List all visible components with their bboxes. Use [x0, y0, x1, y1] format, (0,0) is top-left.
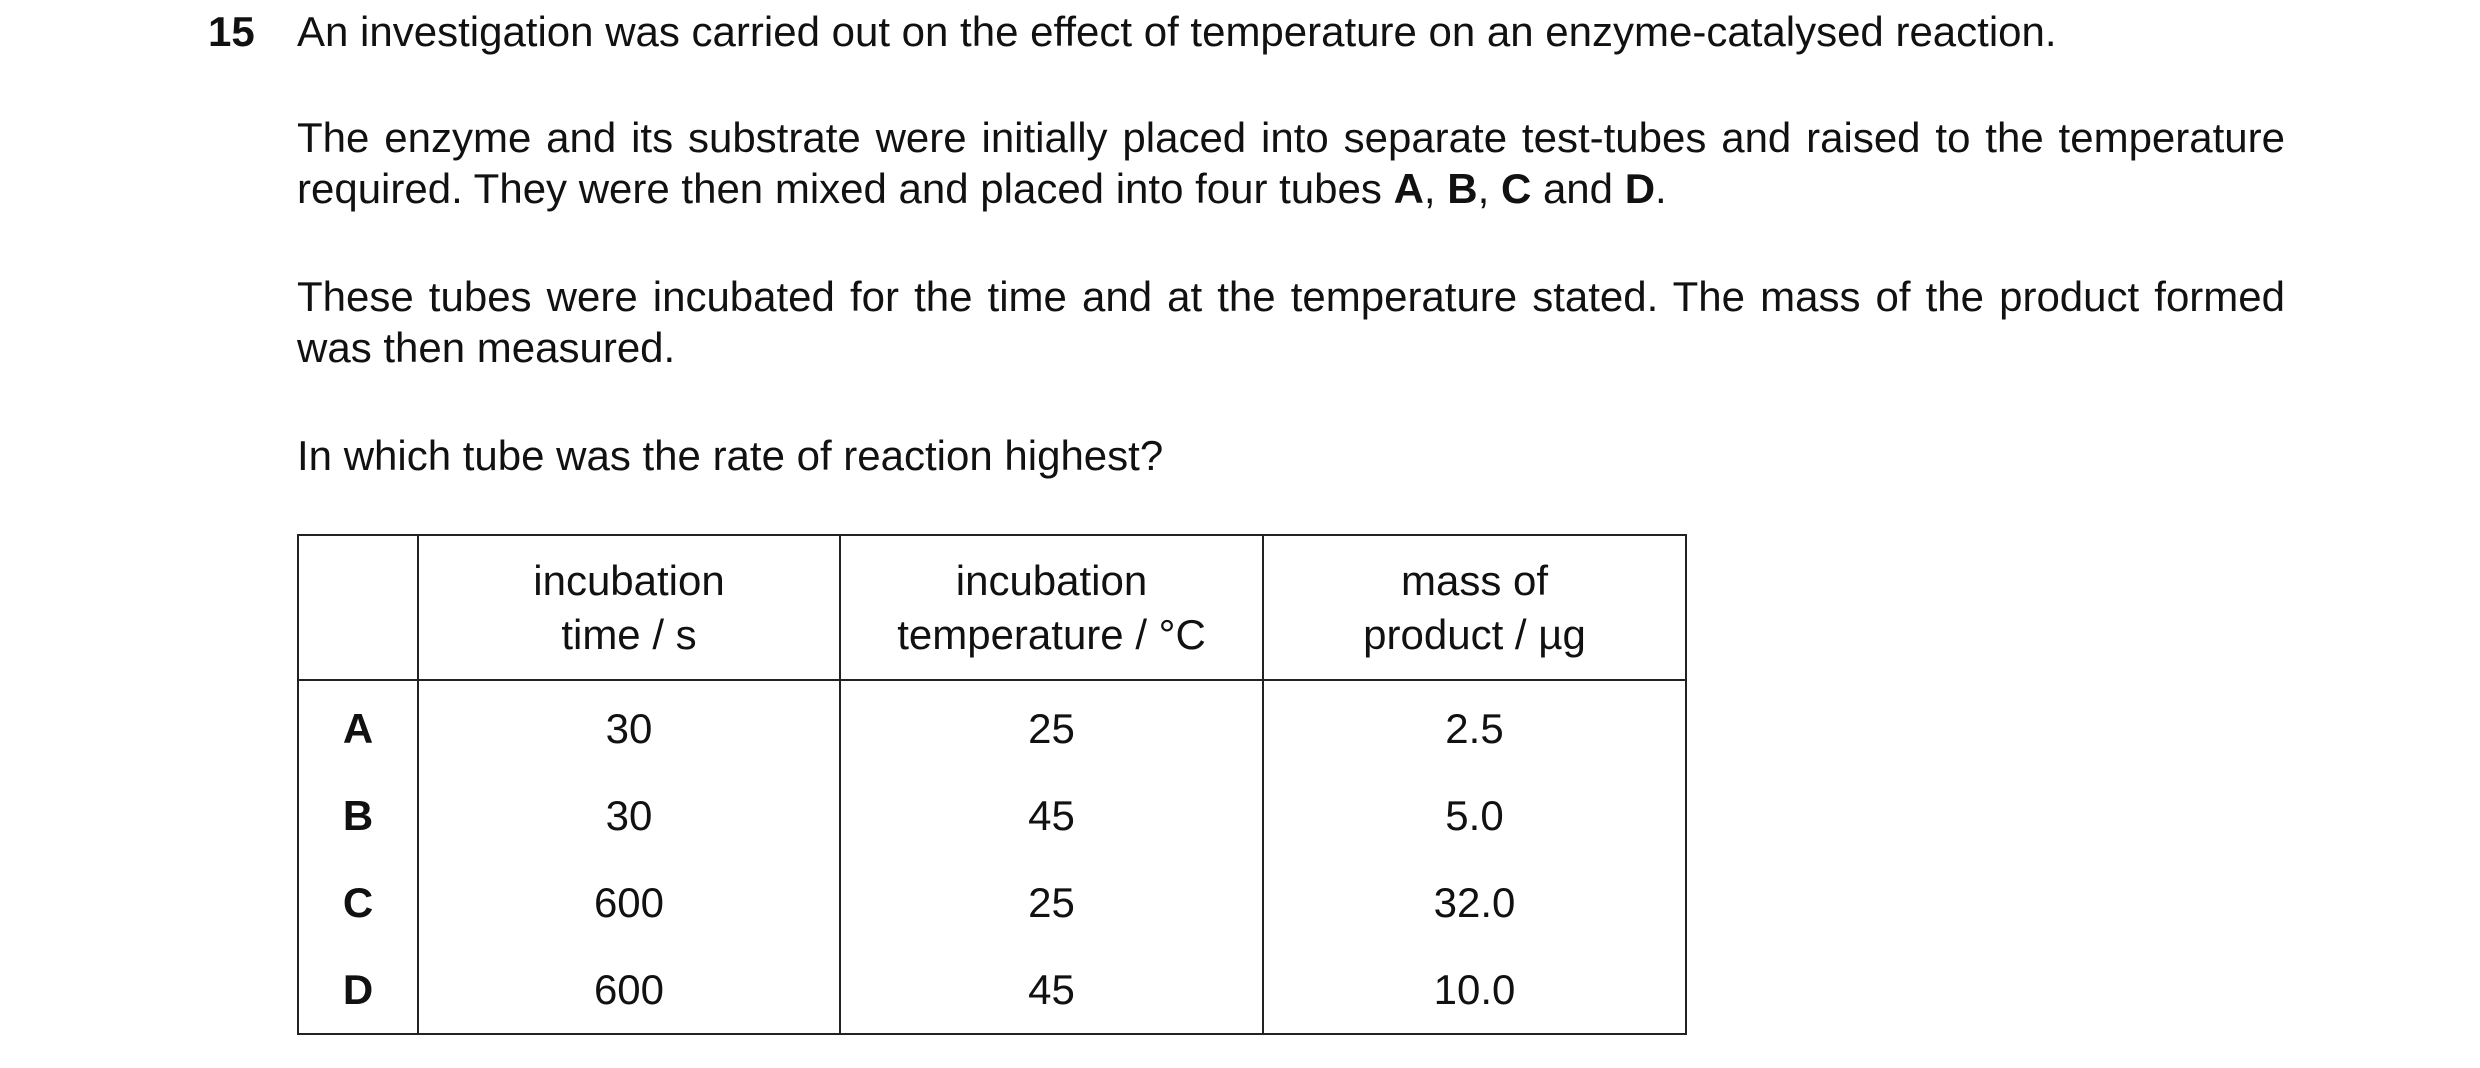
- intro-text: An investigation was carried out on the …: [297, 8, 2057, 55]
- text-run: .: [1655, 165, 1667, 212]
- table-cell: 2.5: [1262, 680, 1687, 772]
- header-row: incubation time / s incubation temperature …: [297, 534, 1687, 681]
- header-line: temperature / °C: [897, 610, 1206, 658]
- header-line: mass of: [1400, 556, 1549, 604]
- empty-cell: [297, 534, 419, 681]
- table-header: incubation time / s incubation temperature …: [297, 534, 1687, 681]
- text-run: ,: [1423, 165, 1448, 212]
- row-label: D: [297, 946, 419, 1035]
- text-run: and: [1531, 165, 1625, 212]
- prompt-text: In which tube was the rate of reaction h…: [297, 432, 1164, 479]
- table-cell: 32.0: [1262, 859, 1687, 946]
- table-cell: 25: [839, 859, 1264, 946]
- row-label: A: [297, 680, 419, 772]
- setup-text: The enzyme and its substrate were initia…: [297, 112, 2285, 214]
- text-run: ,: [1477, 165, 1501, 212]
- table-cell: 600: [417, 946, 841, 1035]
- table-cell: 45: [839, 946, 1264, 1035]
- table-cell: 600: [417, 859, 841, 946]
- tube-letter: A: [1393, 165, 1424, 212]
- header-line: incubation: [533, 556, 725, 604]
- table-cell: 10.0: [1262, 946, 1687, 1035]
- table-cell: 5.0: [1262, 772, 1687, 859]
- table-row: B 30 45 5.0: [297, 772, 1687, 859]
- method-text: These tubes were incubated for the time …: [297, 273, 2285, 371]
- header-line: product / µg: [1363, 610, 1586, 658]
- tube-letter: D: [1624, 165, 1656, 212]
- text-run: The enzyme and its substrate were initia…: [297, 114, 2285, 212]
- data-table: incubation time / s incubation temperature …: [297, 534, 1687, 1035]
- tube-letter: C: [1500, 165, 1532, 212]
- table-cell: 30: [417, 680, 841, 772]
- header-cell: incubation temperature / °C: [839, 534, 1264, 681]
- table-body: A 30 25 2.5 B 30 45 5.0 C 600 25 32.0 D 600 45 10.0: [297, 680, 1687, 1035]
- row-label: C: [297, 859, 419, 946]
- row-label: B: [297, 772, 419, 859]
- tube-letter: B: [1447, 165, 1478, 212]
- table-cell: 30: [417, 772, 841, 859]
- header-line: time / s: [561, 610, 697, 658]
- table-row: A 30 25 2.5: [297, 680, 1687, 772]
- question-number: 15: [208, 8, 255, 55]
- table-cell: 45: [839, 772, 1264, 859]
- table-row: D 600 45 10.0: [297, 946, 1687, 1035]
- table-cell: 25: [839, 680, 1264, 772]
- header-line: incubation: [955, 556, 1148, 604]
- table-row: C 600 25 32.0: [297, 859, 1687, 946]
- header-cell: mass of product / µg: [1262, 534, 1687, 681]
- header-cell: incubation time / s: [417, 534, 841, 681]
